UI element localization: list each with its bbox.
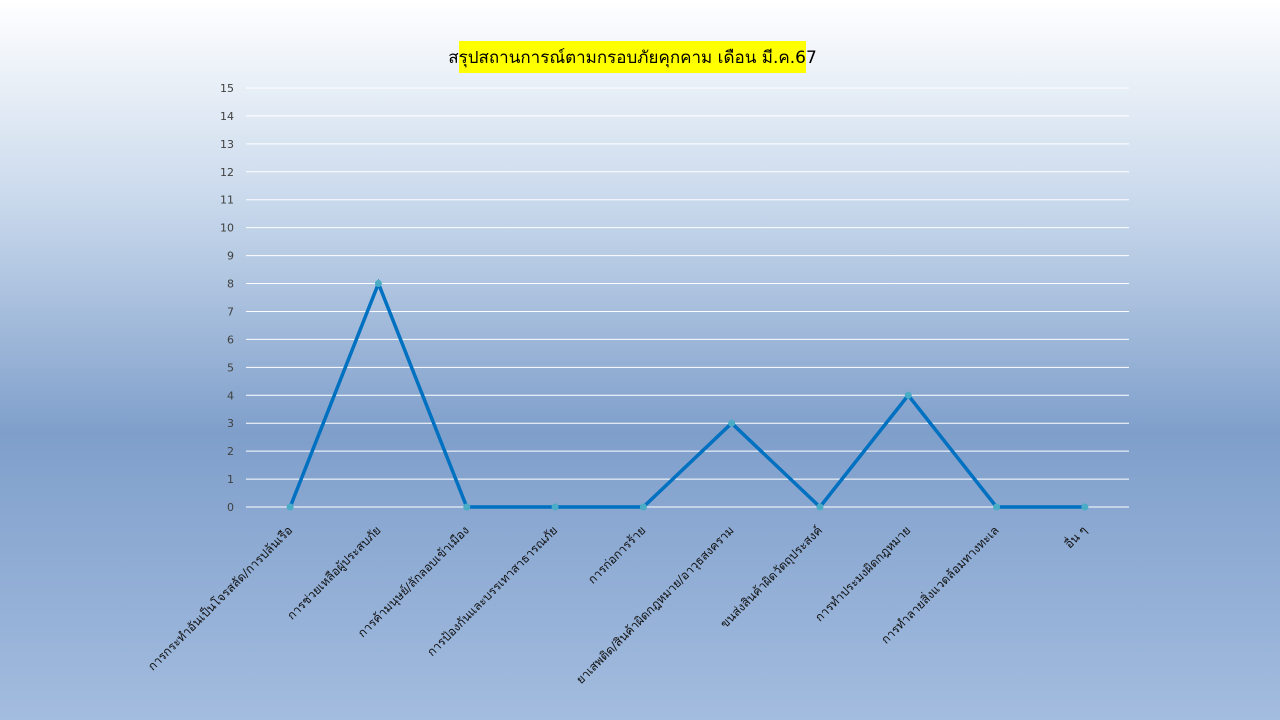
data-point bbox=[463, 503, 471, 511]
x-tick-label: การก่อการร้าย bbox=[585, 523, 648, 586]
data-point bbox=[639, 503, 647, 511]
y-tick-label: 4 bbox=[227, 389, 234, 402]
gridlines bbox=[246, 87, 1129, 508]
y-tick-label: 5 bbox=[227, 361, 234, 374]
series-line bbox=[288, 278, 1085, 510]
data-point bbox=[904, 391, 912, 399]
x-tick-label: การช่วยเหลือผู้ประสบภัย bbox=[284, 523, 384, 623]
data-point bbox=[1081, 503, 1089, 511]
x-axis-labels: การกระทำอันเป็นโจรสลัด/การปล้นเรือการช่ว… bbox=[144, 522, 1090, 688]
y-tick-label: 8 bbox=[227, 278, 234, 291]
y-tick-label: 1 bbox=[227, 473, 234, 486]
x-tick-label: การทำประมงผิดกฎหมาย bbox=[812, 523, 913, 624]
y-tick-label: 13 bbox=[220, 138, 234, 151]
y-tick-label: 9 bbox=[227, 250, 234, 263]
y-tick-label: 2 bbox=[227, 445, 234, 458]
y-tick-label: 7 bbox=[227, 305, 234, 318]
data-point bbox=[816, 503, 824, 511]
y-tick-label: 10 bbox=[220, 222, 234, 235]
data-point bbox=[551, 503, 559, 511]
y-tick-label: 15 bbox=[220, 82, 234, 95]
y-tick-label: 6 bbox=[227, 333, 234, 346]
y-tick-label: 12 bbox=[220, 166, 234, 179]
data-point bbox=[728, 419, 736, 427]
series-markers bbox=[286, 280, 1089, 511]
y-tick-label: 14 bbox=[220, 110, 234, 123]
x-tick-label: ยาเสพติด/สินค้าผิดกฎหมาย/อาวุธสงคราม bbox=[573, 523, 737, 687]
data-point bbox=[374, 280, 382, 288]
y-tick-label: 11 bbox=[220, 194, 234, 207]
data-point bbox=[993, 503, 1001, 511]
y-tick-label: 3 bbox=[227, 417, 234, 430]
chart-title: สรุปสถานการณ์ตามกรอบภัยคุกคาม เดือน มี.ค… bbox=[448, 41, 817, 73]
y-tick-label: 0 bbox=[227, 501, 234, 514]
x-tick-label: อื่น ๆ bbox=[1061, 522, 1090, 551]
x-tick-label: ขนส่งสินค้าผิดวัตถุประสงค์ bbox=[717, 523, 825, 631]
x-tick-label: การกระทำอันเป็นโจรสลัด/การปล้นเรือ bbox=[144, 523, 295, 674]
series-line-group bbox=[288, 278, 1085, 510]
data-point bbox=[286, 503, 294, 511]
